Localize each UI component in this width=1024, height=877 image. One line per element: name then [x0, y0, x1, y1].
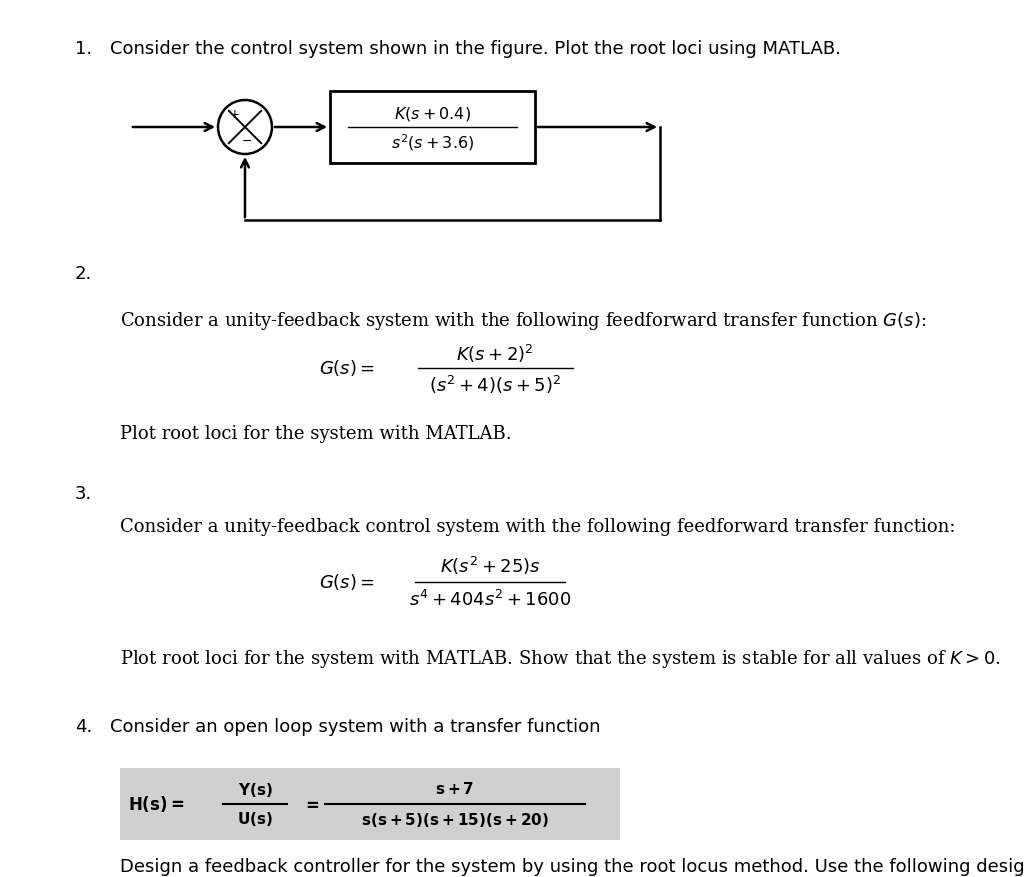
Text: $\mathbf{s(s + 5)(s + 15)(s + 20)}$: $\mathbf{s(s + 5)(s + 15)(s + 20)}$ [361, 811, 549, 829]
Text: $\mathbf{H(s) =}$: $\mathbf{H(s) =}$ [128, 794, 184, 814]
Text: −: − [242, 134, 252, 147]
Text: $s^4 + 404s^2 + 1600$: $s^4 + 404s^2 + 1600$ [409, 590, 571, 610]
Text: 3.: 3. [75, 485, 92, 503]
Text: Consider the control system shown in the figure. Plot the root loci using MATLAB: Consider the control system shown in the… [110, 40, 841, 58]
Text: $(s^2 + 4)(s + 5)^2$: $(s^2 + 4)(s + 5)^2$ [429, 374, 561, 396]
Text: Plot root loci for the system with MATLAB. Show that the system is stable for al: Plot root loci for the system with MATLA… [120, 648, 1001, 670]
Text: Consider a unity-feedback system with the following feedforward transfer functio: Consider a unity-feedback system with th… [120, 310, 927, 332]
Text: $K(s^2 + 25)s$: $K(s^2 + 25)s$ [439, 555, 541, 577]
Bar [120, 768, 620, 840]
Text: $\mathbf{U(s)}$: $\mathbf{U(s)}$ [237, 810, 273, 828]
Text: +: + [230, 109, 240, 122]
Text: $K(s + 2)^2$: $K(s + 2)^2$ [456, 343, 534, 365]
Text: $K(s + 0.4)$: $K(s + 0.4)$ [394, 105, 471, 123]
Text: 1.: 1. [75, 40, 92, 58]
Text: Consider a unity-feedback control system with the following feedforward transfer: Consider a unity-feedback control system… [120, 518, 955, 536]
Text: 2.: 2. [75, 265, 92, 283]
Text: Consider an open loop system with a transfer function: Consider an open loop system with a tran… [110, 718, 600, 736]
Text: $\mathbf{Y(s)}$: $\mathbf{Y(s)}$ [238, 781, 272, 799]
Text: Design a feedback controller for the system by using the root locus method. Use : Design a feedback controller for the sys… [120, 858, 1024, 876]
Text: $G(s) = $: $G(s) = $ [319, 358, 375, 378]
Text: Plot root loci for the system with MATLAB.: Plot root loci for the system with MATLA… [120, 425, 512, 443]
Bar [330, 91, 535, 163]
Text: $G(s) = $: $G(s) = $ [319, 572, 375, 592]
Text: $\mathbf{=}$: $\mathbf{=}$ [302, 795, 319, 812]
Text: $s^2(s + 3.6)$: $s^2(s + 3.6)$ [391, 132, 474, 153]
Text: 4.: 4. [75, 718, 92, 736]
Text: $\mathbf{s + 7}$: $\mathbf{s + 7}$ [435, 781, 474, 797]
